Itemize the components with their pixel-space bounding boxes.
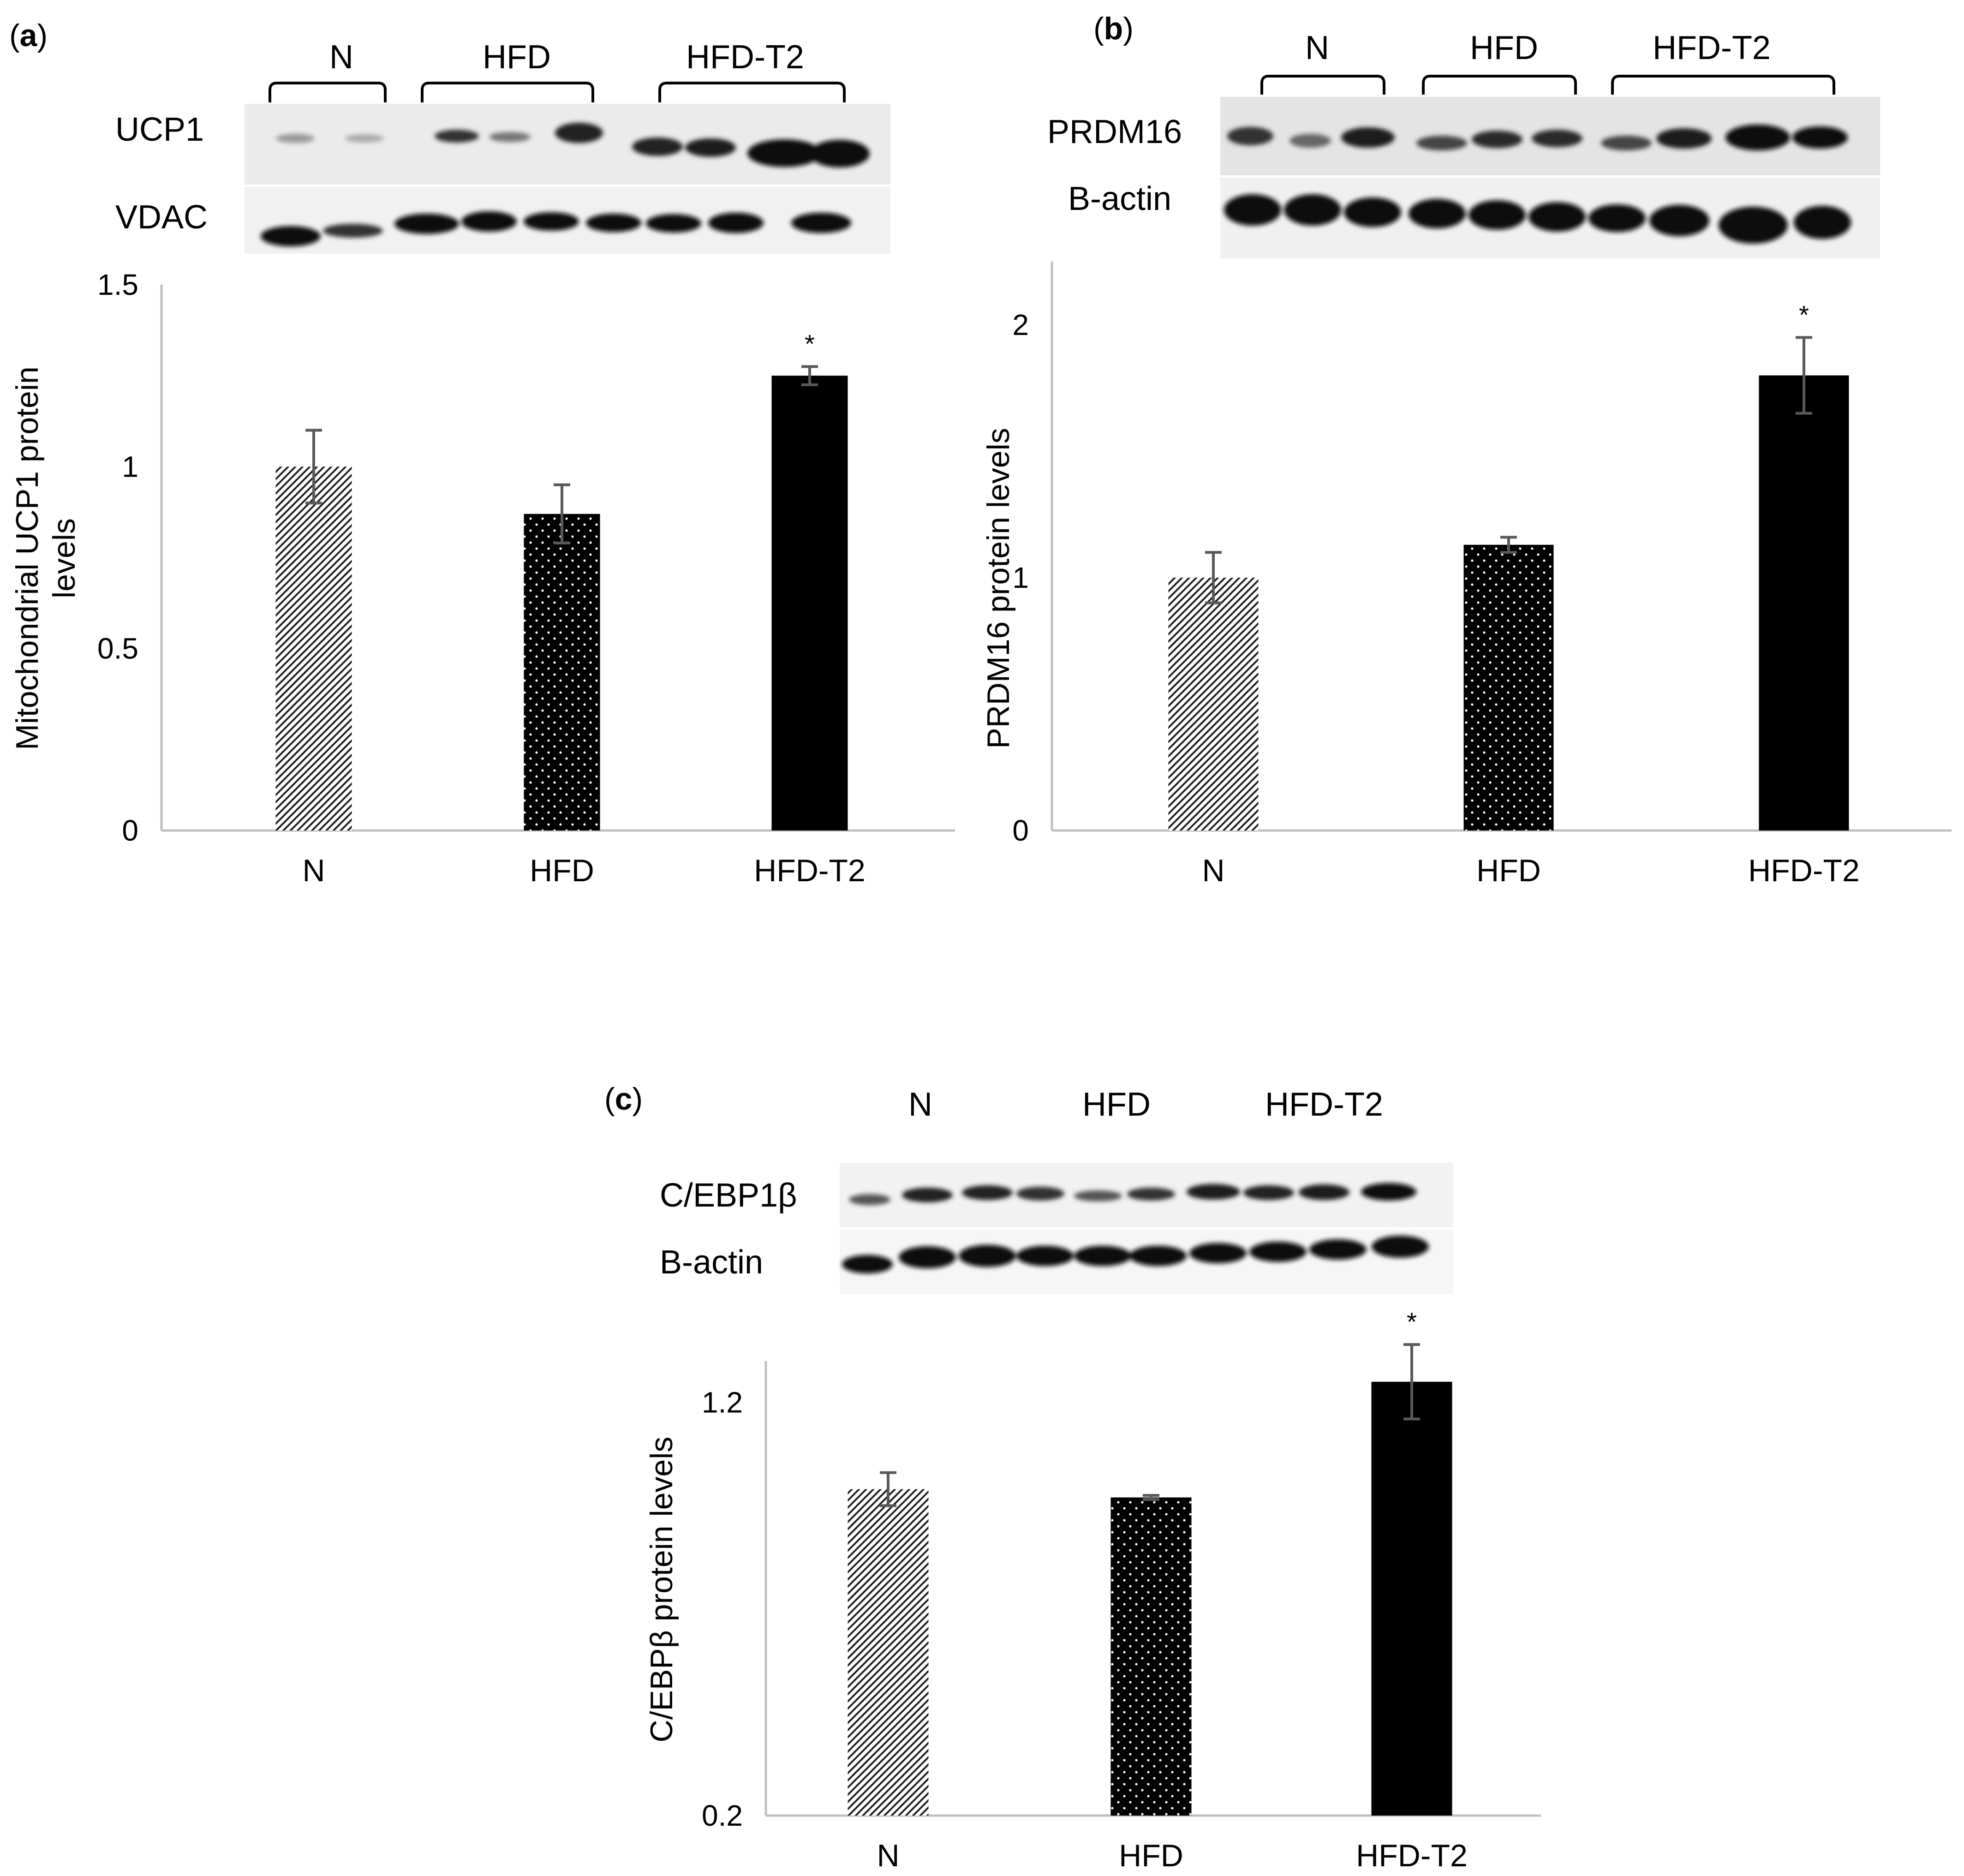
- y-tick-label: 0.5: [97, 632, 138, 665]
- blot-b-prdm16-bands: [1227, 125, 1848, 150]
- y-tick-label: 2: [1012, 308, 1029, 341]
- blot-a-bracket-hfd: [421, 82, 594, 102]
- x-category-label: HFD-T2: [754, 853, 866, 888]
- y-tick-label: 1: [122, 450, 138, 483]
- blot-b-bracket-n: [1260, 75, 1385, 95]
- panel-b-blot: N HFD HFD-T2 PRDM16 B-actin: [1047, 30, 1880, 258]
- chart-c-cebp: 0.2 1.2 C/EBPβ protein levels N HFD * HFD-T2: [644, 1307, 1541, 1873]
- blot-b-row-prdm16: PRDM16: [1047, 114, 1182, 150]
- significance-star: *: [1799, 300, 1809, 329]
- y-axis-label-line: Mitochondrial UCP1 protein: [10, 366, 45, 750]
- blot-c-group-n: N: [908, 1086, 932, 1123]
- y-axis-label-line: PRDM16 protein levels: [981, 428, 1016, 748]
- bar-hfd-t2: [1759, 375, 1849, 830]
- bar-hfd: [524, 514, 600, 830]
- x-category-label: HFD-T2: [1748, 853, 1860, 888]
- blot-c-row-b-actin: B-actin: [660, 1244, 763, 1281]
- y-tick-label: 1: [1012, 561, 1029, 594]
- y-tick-label: 0: [122, 814, 138, 847]
- blot-a-group-hfd: HFD: [483, 39, 551, 76]
- blot-a-vdac-bands: [261, 211, 851, 246]
- bar-hfd-t2: [1371, 1381, 1452, 1816]
- blot-a-row-vdac: VDAC: [115, 199, 208, 236]
- y-axis-label: PRDM16 protein levels: [981, 428, 1016, 748]
- blot-c-row-cebp: C/EBP1β: [660, 1177, 797, 1214]
- bar-n: [275, 466, 352, 830]
- chart-b-prdm16: 0 1 2 PRDM16 protein levels N HFD * HFD-T2: [981, 262, 1952, 888]
- bar-hfd: [1110, 1497, 1192, 1816]
- panel-c-blot: N HFD HFD-T2 C/EBP1β B-actin: [660, 1086, 1453, 1294]
- x-category-label: HFD-T2: [1356, 1838, 1468, 1873]
- panel-b-label: (b): [1093, 11, 1134, 46]
- blot-a-row-ucp1: UCP1: [115, 111, 204, 148]
- x-category-label: N: [302, 853, 325, 888]
- panel-a-blot: N HFD HFD-T2 UCP1 VDAC: [115, 39, 890, 254]
- blot-b-row-b-actin: B-actin: [1068, 180, 1171, 217]
- chart-a-ucp1: 0 0.5 1 1.5 Mitochondrial UCP1 protein levels…: [10, 268, 955, 888]
- blot-c-actin-bands: [842, 1236, 1429, 1273]
- blot-a-ucp1-bands: [276, 123, 870, 167]
- bar-n: [848, 1489, 929, 1816]
- blot-a-group-hfd-t2: HFD-T2: [686, 39, 804, 76]
- y-axis-label-line: levels: [47, 518, 82, 598]
- x-category-label: HFD: [1119, 1838, 1183, 1873]
- panel-c-letter: c: [615, 1081, 633, 1117]
- y-axis-label: Mitochondrial UCP1 protein levels: [10, 366, 82, 750]
- blot-c-group-hfd: HFD: [1082, 1086, 1151, 1123]
- y-tick-label: 0.2: [702, 1799, 743, 1832]
- significance-star: *: [805, 329, 815, 358]
- blot-b-actin-bands: [1224, 194, 1851, 244]
- bar-n: [1168, 578, 1259, 830]
- panel-b-letter: b: [1104, 11, 1123, 46]
- y-axis-label: C/EBPβ protein levels: [644, 1437, 679, 1743]
- y-tick-label: 1.5: [97, 268, 138, 301]
- x-category-label: HFD: [1476, 853, 1541, 888]
- significance-star: *: [1407, 1307, 1417, 1336]
- blot-b-bracket-hfd-t2: [1611, 75, 1835, 95]
- blot-c-cebp-bands: [849, 1183, 1416, 1205]
- blot-b-group-hfd: HFD: [1470, 30, 1538, 66]
- y-tick-label: 1.2: [702, 1386, 743, 1419]
- bar-hfd: [1463, 544, 1554, 830]
- blot-a-bracket-n: [269, 82, 387, 102]
- y-tick-label: 0: [1012, 814, 1029, 847]
- panel-a-letter: a: [20, 18, 38, 53]
- blot-a-group-n: N: [329, 39, 353, 76]
- bar-hfd-t2: [771, 376, 848, 830]
- blot-b-group-n: N: [1305, 30, 1329, 66]
- blot-a-bracket-hfd-t2: [658, 82, 846, 102]
- panel-a-label: (a): [9, 18, 48, 53]
- blot-b-bracket-hfd: [1422, 75, 1577, 95]
- x-category-label: N: [877, 1838, 899, 1873]
- x-category-label: N: [1202, 853, 1224, 888]
- panel-c-label: (c): [604, 1081, 643, 1117]
- y-axis-label-line: C/EBPβ protein levels: [644, 1437, 679, 1743]
- blot-c-group-hfd-t2: HFD-T2: [1265, 1086, 1383, 1123]
- blot-b-group-hfd-t2: HFD-T2: [1653, 30, 1771, 66]
- x-category-label: HFD: [530, 853, 594, 888]
